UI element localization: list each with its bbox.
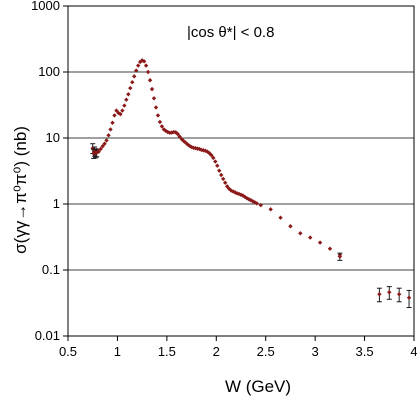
y-tick-label: 100 (38, 64, 60, 79)
data-point (298, 231, 303, 236)
data-point (219, 172, 224, 178)
plot-frame (67, 5, 415, 337)
x-axis-label: W (GeV) (225, 377, 291, 396)
data-point (124, 97, 129, 102)
data-point (139, 58, 145, 63)
data-point (122, 103, 127, 108)
data-point (327, 246, 333, 251)
data-point (141, 59, 147, 64)
data-point (118, 111, 123, 117)
data-point (159, 124, 165, 129)
data-point (175, 131, 180, 137)
chart-annotation: |cos θ*| < 0.8 (187, 24, 274, 41)
data-point (221, 176, 226, 182)
data-point (114, 108, 119, 113)
data-point (128, 85, 133, 91)
data-point (110, 120, 115, 125)
data-point (151, 96, 157, 101)
y-tick-label: 1000 (31, 0, 60, 13)
y-tick-label: 1 (53, 196, 60, 211)
x-tick-label: 3.5 (356, 344, 374, 359)
data-point (209, 152, 214, 158)
data-point (201, 148, 206, 153)
data-point (177, 134, 182, 139)
data-point (94, 150, 99, 155)
data-point (153, 105, 159, 110)
data-point (226, 186, 232, 191)
data-point (215, 163, 220, 168)
data-point (377, 291, 382, 297)
x-tick-label: 0.5 (59, 344, 77, 359)
data-point (108, 127, 113, 132)
data-point (217, 168, 222, 173)
data-point (100, 144, 105, 149)
data-point (238, 192, 244, 197)
data-point (137, 59, 143, 65)
data-point (155, 113, 161, 118)
data-point (102, 141, 107, 146)
data-point (278, 215, 283, 220)
data-point (387, 290, 392, 295)
x-tick-label: 4 (410, 344, 417, 359)
x-tick-label: 1.5 (158, 344, 176, 359)
y-tick-label: 0.01 (35, 328, 60, 343)
y-tick-label: 0.1 (42, 262, 60, 277)
data-point (213, 159, 218, 164)
data-point (406, 295, 412, 300)
y-tick-label: 10 (46, 130, 60, 145)
data-point (205, 149, 210, 154)
x-tick-label: 2 (213, 344, 220, 359)
data-point (145, 69, 151, 75)
data-point (308, 235, 313, 240)
x-tick-label: 1 (114, 344, 121, 359)
data-point (396, 291, 402, 297)
data-point (224, 184, 230, 189)
data-point (112, 113, 117, 118)
data-point (254, 201, 260, 206)
data-point (130, 80, 135, 85)
data-point (104, 138, 109, 143)
data-point (135, 63, 141, 68)
data-point (106, 133, 111, 138)
data-point (268, 207, 273, 212)
y-tick-labels: 0.01 0.1 1 10 100 1000 (31, 0, 60, 343)
data-point (230, 189, 236, 194)
data-point (211, 155, 216, 161)
x-tick-label: 3 (312, 344, 319, 359)
data-point (222, 180, 228, 185)
grid-lines (63, 5, 415, 341)
x-tick-labels: 0.5 1 1.5 2 2.5 3 3.5 4 (59, 344, 417, 359)
data-point (132, 74, 137, 79)
data-point (157, 119, 163, 125)
x-tick-label: 2.5 (257, 344, 275, 359)
data-point (134, 68, 139, 73)
data-point (149, 86, 155, 92)
data-point (126, 92, 131, 97)
data-point (288, 224, 293, 229)
data-point (337, 254, 343, 259)
data-point (143, 63, 149, 68)
data-point (96, 149, 101, 154)
data-point (147, 78, 153, 83)
data-point (228, 188, 234, 193)
data-point (120, 108, 125, 113)
data-point (317, 240, 323, 245)
y-axis-label: σ(γγ→π⁰π⁰) (nb) (11, 126, 30, 254)
data-point (98, 146, 103, 152)
data-point (258, 202, 263, 208)
data-points (90, 58, 412, 309)
data-point (240, 193, 246, 198)
